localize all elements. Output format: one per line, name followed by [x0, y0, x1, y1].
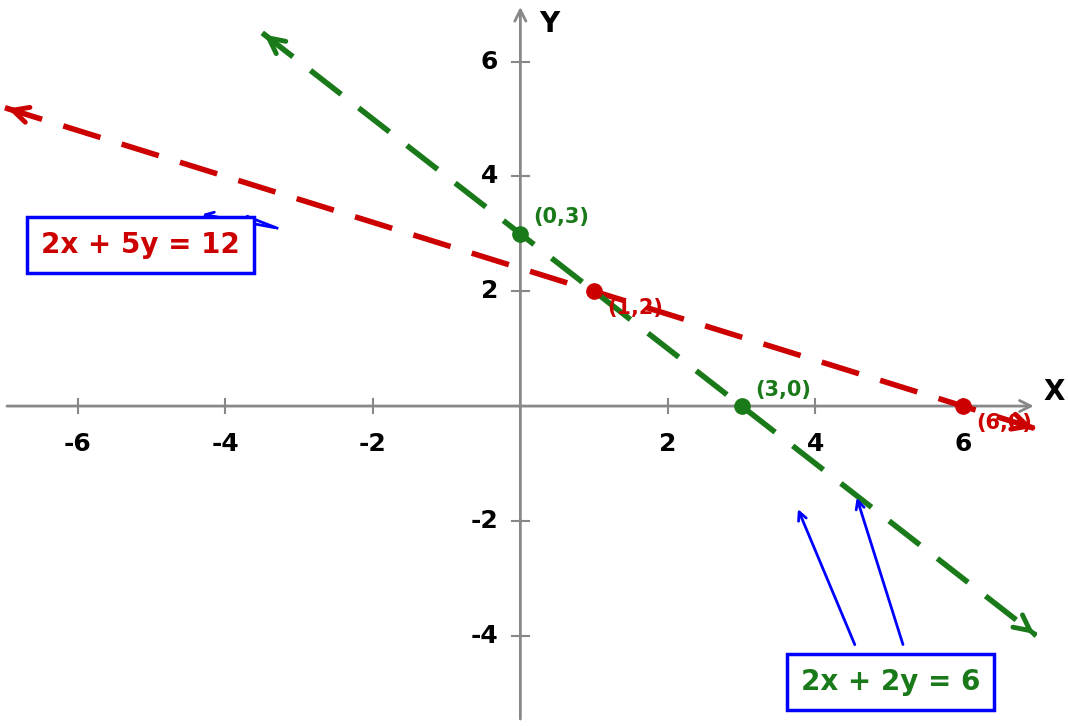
Text: Y: Y [538, 10, 559, 38]
Text: 2: 2 [481, 280, 499, 303]
Text: (0,3): (0,3) [534, 208, 590, 227]
Text: -4: -4 [211, 432, 239, 456]
Text: X: X [1043, 378, 1065, 406]
Text: 6: 6 [954, 432, 972, 456]
Text: 4: 4 [481, 164, 499, 189]
Text: -2: -2 [359, 432, 387, 456]
Text: 2: 2 [659, 432, 676, 456]
Text: (3,0): (3,0) [755, 380, 811, 400]
Text: (6,0): (6,0) [976, 413, 1032, 433]
Text: (1,2): (1,2) [608, 298, 663, 318]
Text: -6: -6 [64, 432, 92, 456]
Text: -4: -4 [471, 624, 499, 648]
Text: 6: 6 [481, 49, 499, 73]
Text: -2: -2 [471, 509, 499, 533]
Text: 2x + 5y = 12: 2x + 5y = 12 [41, 232, 240, 259]
Text: 4: 4 [806, 432, 824, 456]
Text: 2x + 2y = 6: 2x + 2y = 6 [801, 668, 980, 696]
